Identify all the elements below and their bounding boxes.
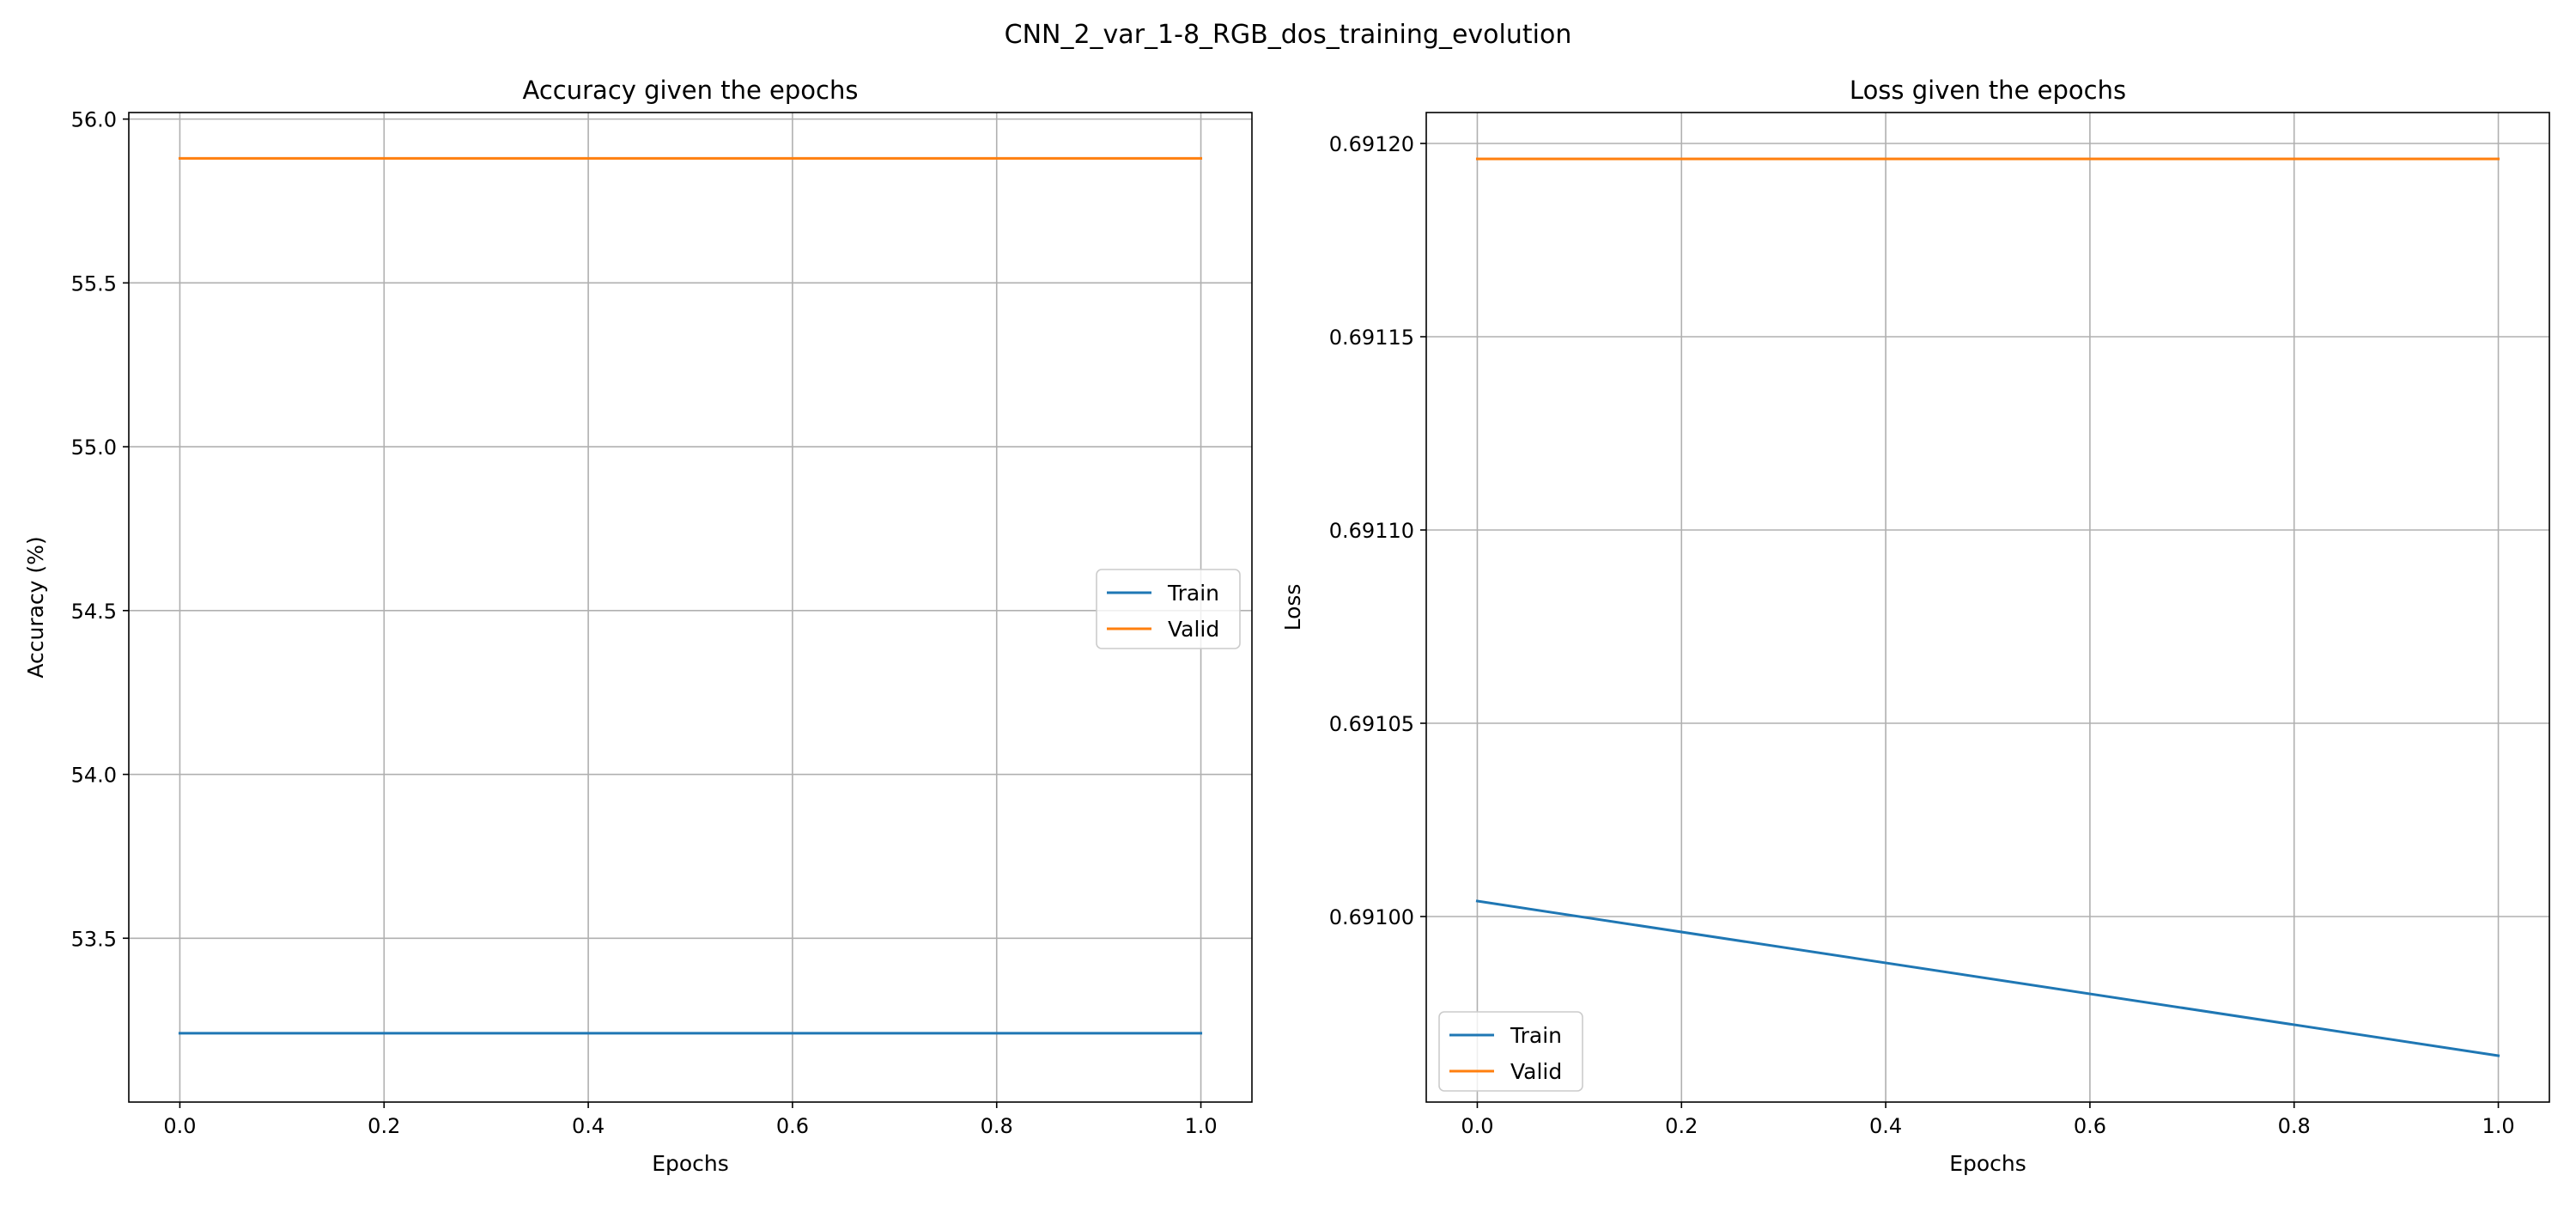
accuracy-y-tick-label: 55.0 <box>71 436 117 460</box>
accuracy-x-tick-label: 0.8 <box>981 1114 1013 1138</box>
accuracy-y-tick-label: 53.5 <box>71 927 117 951</box>
accuracy-y-axis-label: Accuracy (%) <box>23 536 48 678</box>
loss-x-tick-label: 0.4 <box>1869 1114 1902 1138</box>
accuracy-x-tick-label: 0.4 <box>572 1114 605 1138</box>
loss-plot: 0.0 0.2 0.4 0.6 0.8 1.0 0.69100 0.69105 0.69110 0… <box>1280 76 2550 1176</box>
accuracy-x-tick-label: 0.0 <box>163 1114 196 1138</box>
loss-y-tick-label: 0.69120 <box>1329 132 1414 156</box>
loss-x-tick-label: 1.0 <box>2482 1114 2514 1138</box>
loss-x-tick-label: 0.2 <box>1665 1114 1698 1138</box>
figure-title: CNN_2_var_1-8_RGB_dos_training_evolution <box>1005 20 1572 50</box>
loss-legend: Train Valid <box>1438 1011 1583 1092</box>
loss-y-tick-label: 0.69115 <box>1329 326 1414 350</box>
loss-x-tick-label: 0.0 <box>1461 1114 1493 1138</box>
accuracy-x-tick-label: 0.6 <box>776 1114 809 1138</box>
loss-x-tick-label: 0.6 <box>2074 1114 2106 1138</box>
loss-y-tick-label: 0.69105 <box>1329 712 1414 736</box>
loss-series-train-line <box>1475 899 2500 1057</box>
accuracy-legend: Train Valid <box>1096 569 1241 649</box>
loss-y-tick-label: 0.69110 <box>1329 519 1414 543</box>
accuracy-legend-label-train: Train <box>1167 581 1219 606</box>
loss-legend-label-train: Train <box>1510 1023 1562 1048</box>
loss-axes-frame <box>1425 112 2550 1103</box>
accuracy-plot: 0.0 0.2 0.4 0.6 0.8 1.0 53.5 54.0 54.5 55.0 55.5 56… <box>23 76 1253 1176</box>
accuracy-y-tick-label: 54.5 <box>71 600 117 624</box>
loss-x-axis-label: Epochs <box>1949 1151 2026 1176</box>
accuracy-x-axis-label: Epochs <box>652 1151 729 1176</box>
loss-x-tick-label: 0.8 <box>2278 1114 2311 1138</box>
accuracy-plot-title: Accuracy given the epochs <box>523 76 859 105</box>
loss-plot-title: Loss given the epochs <box>1850 76 2126 105</box>
accuracy-axes-frame <box>128 112 1253 1103</box>
accuracy-y-tick-label: 55.5 <box>71 271 117 295</box>
accuracy-y-tick-label: 56.0 <box>71 108 117 132</box>
loss-legend-label-valid: Valid <box>1510 1059 1562 1084</box>
accuracy-x-tick-label: 1.0 <box>1184 1114 1217 1138</box>
accuracy-legend-label-valid: Valid <box>1168 617 1219 642</box>
loss-y-tick-label: 0.69100 <box>1329 905 1414 929</box>
loss-y-axis-label: Loss <box>1280 584 1305 631</box>
accuracy-x-tick-label: 0.2 <box>368 1114 400 1138</box>
accuracy-y-tick-label: 54.0 <box>71 764 117 788</box>
